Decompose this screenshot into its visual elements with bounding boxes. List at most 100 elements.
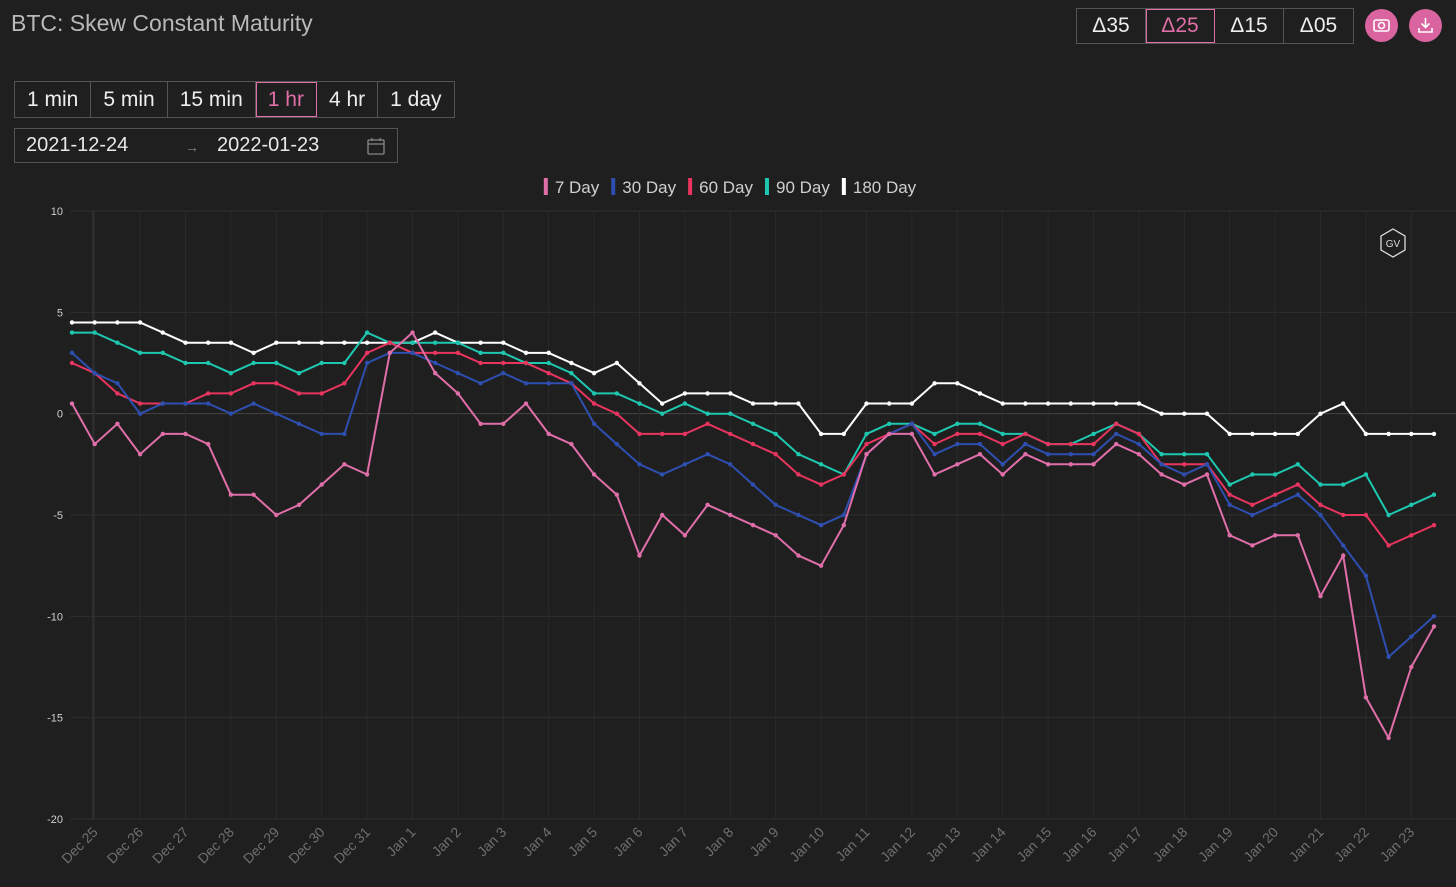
- series-point: [92, 330, 97, 335]
- legend-swatch: [543, 178, 548, 195]
- x-tick-label: Jan 3: [474, 824, 510, 860]
- y-tick-label: 0: [57, 409, 63, 421]
- legend-item: 90 Day: [764, 178, 830, 197]
- camera-button[interactable]: [1365, 9, 1398, 42]
- series-point: [637, 401, 642, 406]
- series-point: [773, 401, 778, 406]
- x-tick-label: Jan 8: [701, 824, 737, 860]
- interval-button[interactable]: 15 min: [168, 82, 256, 117]
- series-point: [591, 401, 597, 406]
- interval-button[interactable]: 4 hr: [317, 82, 379, 117]
- series-point: [183, 431, 188, 437]
- series-point: [977, 421, 983, 426]
- delta-button[interactable]: Δ05: [1299, 14, 1338, 37]
- series-point: [546, 360, 551, 366]
- series-point: [955, 462, 960, 467]
- series-point: [1227, 502, 1232, 508]
- series-point: [1341, 553, 1346, 558]
- interval-button[interactable]: 1 hr: [255, 82, 317, 117]
- series-point: [206, 360, 211, 366]
- series-point: [864, 401, 869, 406]
- legend-label: 7 Day: [555, 178, 600, 197]
- series-point: [1045, 401, 1051, 406]
- series-point: [614, 391, 619, 396]
- series-point: [569, 441, 574, 447]
- series-point: [319, 360, 324, 366]
- series-point: [1318, 512, 1323, 518]
- x-tick-label: Jan 16: [1059, 824, 1100, 865]
- x-tick-label: Jan 4: [519, 824, 555, 860]
- series-point: [818, 563, 824, 568]
- series-point: [1068, 462, 1074, 467]
- x-tick-label: Jan 7: [655, 824, 691, 860]
- series-point: [433, 340, 438, 345]
- series-point: [1431, 431, 1437, 437]
- series-point: [296, 421, 302, 426]
- series-point: [523, 360, 529, 366]
- series-point: [1159, 411, 1164, 416]
- series-point: [750, 441, 756, 447]
- interval-button[interactable]: 1 min: [15, 82, 92, 117]
- legend-label: 180 Day: [853, 178, 917, 197]
- series-point: [1204, 411, 1210, 416]
- date-range[interactable]: 2021-12-24 → 2022-01-23: [14, 128, 398, 163]
- series-point: [841, 522, 846, 528]
- series-point: [523, 401, 529, 406]
- series-point: [342, 431, 347, 437]
- series-point: [296, 370, 302, 376]
- series-point: [478, 421, 483, 426]
- series-point: [1272, 472, 1278, 477]
- series-point: [274, 512, 279, 518]
- series-point: [1068, 441, 1074, 447]
- x-tick-label: Jan 17: [1104, 824, 1145, 865]
- series-point: [228, 492, 234, 497]
- series-point: [1091, 452, 1096, 457]
- series-point: [660, 401, 665, 406]
- series-point: [1295, 431, 1301, 437]
- series-point: [115, 320, 120, 325]
- series-point: [750, 522, 756, 528]
- interval-button[interactable]: 5 min: [91, 82, 168, 117]
- series-point: [591, 472, 597, 477]
- x-tick-label: Dec 27: [149, 824, 192, 867]
- series-point: [228, 340, 234, 345]
- series-point: [841, 512, 846, 518]
- series-point: [478, 350, 483, 356]
- series-point: [1272, 492, 1278, 497]
- series-point: [206, 441, 211, 447]
- series-point: [1182, 411, 1187, 416]
- x-tick-label: Dec 29: [240, 824, 283, 867]
- delta-button[interactable]: Δ25: [1146, 9, 1215, 43]
- start-date: 2021-12-24: [26, 134, 129, 156]
- x-tick-label: Jan 20: [1240, 824, 1281, 865]
- series-point: [115, 391, 120, 396]
- series-point: [69, 320, 75, 325]
- series-point: [501, 360, 506, 366]
- delta-button[interactable]: Δ35: [1077, 9, 1146, 43]
- legend-item: 60 Day: [688, 178, 753, 197]
- series-point: [387, 350, 392, 356]
- delta-button[interactable]: Δ15: [1215, 9, 1284, 43]
- series: [69, 350, 1437, 660]
- series-point: [433, 330, 438, 335]
- series-point: [137, 350, 143, 356]
- series-point: [750, 421, 756, 426]
- legend-item: 30 Day: [611, 178, 677, 197]
- series: [69, 320, 1437, 437]
- series-point: [591, 421, 597, 426]
- interval-button[interactable]: 1 day: [390, 87, 442, 111]
- series-point: [319, 340, 324, 345]
- series-point: [274, 360, 279, 366]
- series-point: [69, 330, 75, 335]
- x-tick-label: Jan 21: [1286, 824, 1327, 865]
- series: [69, 330, 1437, 518]
- x-tick-label: Dec 26: [104, 824, 147, 867]
- series-point: [251, 492, 256, 497]
- y-tick-label: -15: [47, 713, 63, 725]
- download-button[interactable]: [1409, 9, 1442, 42]
- series-point: [1409, 431, 1414, 437]
- series-point: [1250, 543, 1255, 548]
- series-point: [864, 452, 869, 457]
- series-point: [1023, 401, 1028, 406]
